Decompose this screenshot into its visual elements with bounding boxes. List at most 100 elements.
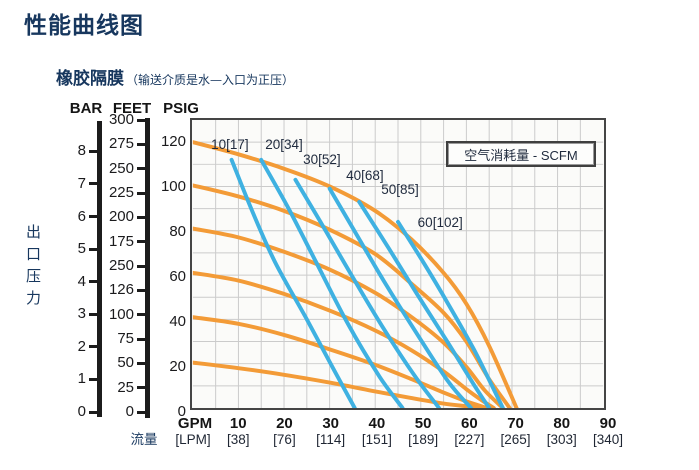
x-tick-label-gpm: 60 (460, 415, 478, 432)
curve-label-40[68]: 40[68] (346, 168, 384, 184)
feet-tick (137, 215, 146, 219)
x-tick-label-lpm: [227] (454, 432, 485, 447)
curve-label-20[34]: 20[34] (265, 136, 303, 152)
x-axis-unit-lpm: [LPM] (175, 432, 211, 447)
feet-tick (137, 410, 146, 414)
psig-tick-label: 100 (160, 178, 186, 196)
bar-tick (89, 280, 98, 284)
bar-tick-label: 1 (77, 370, 86, 388)
feet-tick-label: 175 (108, 232, 134, 250)
feet-tick (137, 240, 146, 244)
feet-tick (137, 191, 146, 195)
psig-tick-label: 60 (169, 268, 186, 286)
feet-tick (137, 118, 146, 122)
x-tick-label-gpm: 80 (553, 415, 571, 432)
x-axis-unit-gpm: GPM (177, 415, 213, 432)
bar-tick-label: 7 (77, 174, 86, 192)
feet-tick (137, 264, 146, 268)
curve-label-60[102]: 60[102] (417, 215, 463, 231)
unit-psig-label: PSIG (163, 100, 199, 117)
feet-tick-label: 50 (117, 354, 134, 372)
bar-tick-label: 2 (77, 337, 86, 355)
air-consumption-40-scfm (327, 186, 473, 408)
x-tick-label-lpm: [38] (226, 432, 250, 447)
bar-tick-label: 0 (77, 403, 86, 420)
bar-tick (89, 182, 98, 186)
bar-axis-line (97, 121, 102, 417)
bar-tick (89, 377, 98, 381)
air-consumption-20-scfm (259, 157, 405, 408)
feet-tick-label: 126 (108, 281, 134, 299)
bar-tick-label: 4 (77, 272, 86, 290)
bar-tick (89, 345, 98, 349)
bar-tick (89, 312, 98, 316)
performance-curve-80psi (192, 226, 505, 408)
bar-tick-label: 5 (77, 240, 86, 258)
legend-air-consumption: 空气消耗量 - SCFM (446, 141, 596, 167)
feet-tick-label: 200 (108, 208, 134, 226)
psig-tick-label: 40 (169, 313, 186, 331)
feet-tick-label: 250 (108, 159, 134, 177)
x-tick-label-lpm: [340] (592, 432, 624, 447)
gridlines (192, 120, 604, 408)
unit-feet-label: FEET (112, 100, 152, 117)
bar-tick-label: 8 (77, 142, 86, 160)
x-tick-label-gpm: 70 (507, 415, 524, 432)
curve-label-50[85]: 50[85] (381, 181, 419, 197)
air-consumption-30-scfm (293, 177, 442, 408)
feet-tick-label: 100 (108, 305, 134, 323)
air-consumption-10-scfm (229, 157, 357, 408)
feet-axis-line (145, 118, 150, 418)
curve-label-30[52]: 30[52] (303, 152, 341, 168)
y-axis-title: 出口压力 (24, 224, 41, 312)
x-tick-label-gpm: 50 (414, 415, 432, 432)
feet-tick-label: 275 (108, 135, 134, 153)
x-tick-label-gpm: 90 (599, 415, 617, 432)
x-tick-label-lpm: [76] (273, 432, 296, 447)
feet-tick (137, 313, 146, 317)
feet-tick-label: 75 (117, 330, 134, 347)
bar-tick (89, 149, 98, 153)
performance-curve-20psi (192, 360, 483, 408)
curves (192, 140, 519, 408)
chart-subtitle: 橡胶隔膜 （输送介质是水—入口为正压） (56, 64, 294, 89)
psig-tick-label: 0 (177, 403, 186, 420)
x-tick-label-gpm: 40 (368, 415, 386, 432)
psig-tick-label: 120 (160, 133, 186, 151)
feet-tick-label: 0 (125, 403, 134, 420)
feet-tick-label: 25 (117, 378, 134, 396)
plot-area (190, 118, 606, 410)
x-tick-label-lpm: [151] (361, 432, 392, 447)
x-tick-label-lpm: [303] (546, 432, 577, 447)
bar-tick-label: 6 (77, 207, 86, 225)
feet-tick (137, 167, 146, 171)
feet-tick-label: 225 (108, 184, 134, 201)
x-tick-label-gpm: 10 (229, 415, 247, 432)
feet-tick-label: 250 (108, 257, 134, 274)
bar-tick (89, 410, 98, 414)
feet-tick (137, 288, 146, 292)
air-consumption-60-scfm (396, 219, 505, 408)
x-tick-label-gpm: 20 (276, 415, 293, 432)
x-tick-label-lpm: [114] (316, 432, 346, 447)
curve-label-10[17]: 10[17] (211, 136, 249, 152)
x-tick-label-lpm: [265] (500, 432, 531, 447)
legend-text: 空气消耗量 - SCFM (464, 147, 578, 163)
air-consumption-50-scfm (357, 199, 492, 408)
subtitle-main: 橡胶隔膜 (56, 69, 124, 89)
legend-inner-border: 空气消耗量 - SCFM (448, 143, 594, 165)
x-axis-title-cn: 流量 (130, 432, 158, 447)
bar-tick (89, 215, 98, 219)
x-tick-label-lpm: [189] (408, 432, 439, 447)
x-tick-label-gpm: 30 (322, 415, 339, 432)
performance-curve-60psi (192, 270, 496, 408)
unit-bar-label: BAR (69, 100, 103, 117)
feet-tick (137, 386, 146, 390)
page-title: 性能曲线图 (24, 12, 144, 39)
feet-tick (137, 142, 146, 146)
feet-tick-label: 300 (108, 111, 134, 128)
bar-tick-label: 3 (77, 305, 86, 323)
feet-tick (137, 337, 146, 341)
psig-tick-label: 80 (169, 223, 186, 241)
